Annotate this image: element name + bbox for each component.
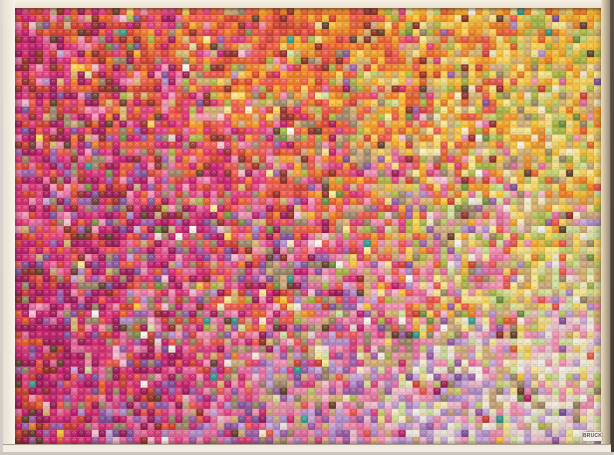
frame-face-top — [3, 0, 611, 8]
frame-face-left — [3, 0, 15, 452]
frame-face-right — [601, 0, 611, 452]
wall-shadow-right — [611, 0, 614, 455]
frame-face-bottom — [3, 444, 611, 452]
artist-signature-label: BRUCK — [583, 432, 603, 441]
picture-frame — [3, 0, 611, 452]
wall-strip-left — [0, 0, 3, 455]
mosaic-artwork — [15, 8, 601, 444]
wall-strip-bottom — [0, 452, 614, 455]
